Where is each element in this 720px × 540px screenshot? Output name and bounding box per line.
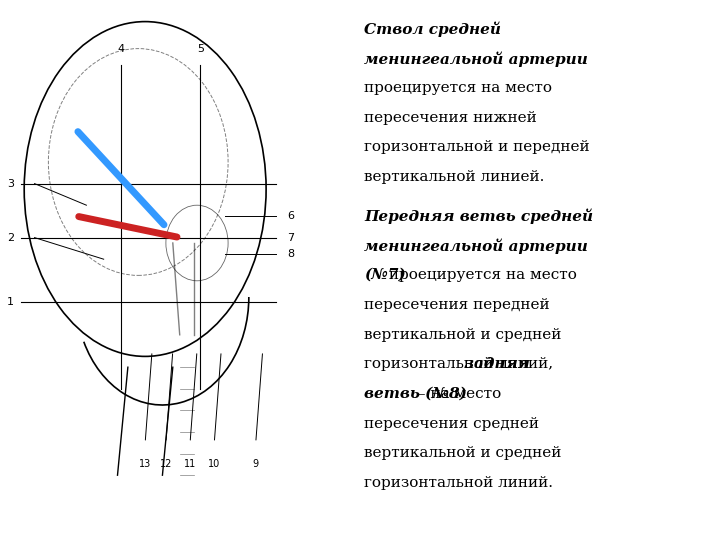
Text: 10: 10 [208, 459, 220, 469]
Text: менингеальной артерии: менингеальной артерии [364, 51, 588, 67]
Text: вертикальной и средней: вертикальной и средней [364, 447, 562, 460]
Text: пересечения нижней: пересечения нижней [364, 111, 537, 125]
Text: 9: 9 [253, 459, 258, 469]
Text: 1: 1 [6, 298, 14, 307]
Text: Ствол средней: Ствол средней [364, 22, 501, 37]
Text: 5: 5 [197, 44, 204, 54]
Text: 3: 3 [6, 179, 14, 188]
Text: менингеальной артерии: менингеальной артерии [364, 239, 588, 254]
Text: горизонтальной линий,: горизонтальной линий, [364, 357, 554, 371]
Text: проецируется на место: проецируется на место [364, 81, 552, 95]
Text: 11: 11 [184, 459, 197, 469]
Text: вертикальной и средней: вертикальной и средней [364, 328, 562, 341]
Text: 12: 12 [160, 459, 172, 469]
Text: (№7): (№7) [364, 268, 406, 282]
Text: 4: 4 [117, 44, 125, 54]
Text: Передняя ветвь средней: Передняя ветвь средней [364, 209, 593, 224]
Text: 7: 7 [287, 233, 294, 242]
Text: 2: 2 [6, 233, 14, 242]
Text: – на место: – на место [413, 387, 501, 401]
Text: задняя: задняя [459, 357, 529, 371]
Text: горизонтальной и передней: горизонтальной и передней [364, 140, 590, 154]
Text: 6: 6 [287, 211, 294, 221]
Text: проецируется на место: проецируется на место [384, 268, 577, 282]
Text: 13: 13 [139, 459, 151, 469]
Text: пересечения передней: пересечения передней [364, 298, 550, 312]
Text: 8: 8 [287, 249, 294, 259]
Text: пересечения средней: пересечения средней [364, 417, 539, 430]
Text: вертикальной линией.: вертикальной линией. [364, 170, 545, 184]
Text: горизонтальной линий.: горизонтальной линий. [364, 476, 553, 490]
Text: ветвь (№8): ветвь (№8) [364, 387, 467, 401]
